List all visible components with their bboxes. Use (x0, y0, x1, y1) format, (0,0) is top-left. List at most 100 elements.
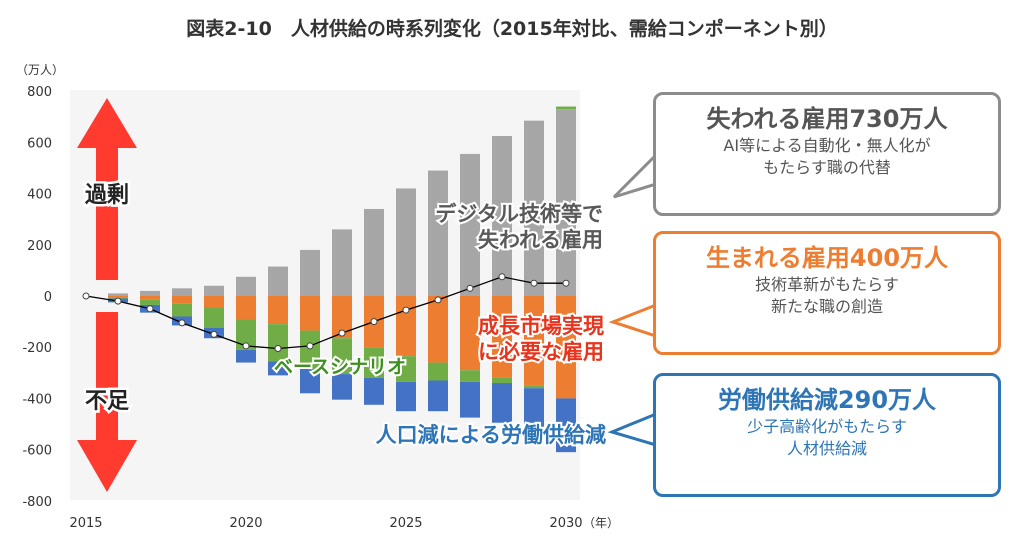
bar-labor-decline (364, 377, 384, 405)
bar-base-scenario (428, 362, 448, 381)
bar-base-scenario (556, 106, 576, 110)
bar-new-jobs (428, 296, 448, 363)
line-point (402, 306, 410, 314)
callout-new-jobs: 生まれる雇用400万人 技術革新がもたらす 新たな職の創造 (653, 231, 1001, 355)
y-tick-label: 200 (27, 239, 52, 254)
bar-base-scenario (140, 299, 160, 305)
y-tick-label: 0 (44, 290, 52, 305)
y-tick-label: 600 (27, 136, 52, 151)
callout-labor-head: 労働供給減290万人 (717, 386, 937, 414)
bar-labor-decline (396, 381, 416, 412)
bar-new-jobs (268, 296, 288, 325)
y-unit: （万人） (16, 63, 64, 77)
bar-lost-jobs (108, 293, 128, 296)
bar-lost-jobs (556, 109, 576, 297)
bar-labor-decline (460, 381, 480, 418)
bar-new-jobs (172, 296, 192, 304)
bar-lost-jobs (524, 120, 544, 296)
bar-lost-jobs (460, 153, 480, 296)
bar-new-jobs (396, 296, 416, 357)
bar-labor-decline (268, 361, 288, 376)
bar-new-jobs (300, 296, 320, 331)
line-point (370, 318, 378, 326)
bar-base-scenario (268, 324, 288, 362)
bar-lost-jobs (204, 285, 224, 296)
bar-lost-jobs (428, 170, 448, 296)
bar-base-scenario (364, 347, 384, 378)
arrow-head-up (77, 98, 137, 148)
callout-labor-line2: 人材供給減 (786, 439, 867, 458)
callout-labor-decline: 労働供給減290万人 少子高齢化がもたらす 人材供給減 (653, 373, 1001, 497)
callout-tail-new (608, 302, 658, 339)
arrow-head-down (77, 440, 137, 492)
x-tick-label: 2025 (389, 516, 422, 531)
line-point (338, 329, 346, 337)
callout-lost-line2: もたらす職の代替 (763, 158, 891, 177)
line-point (114, 297, 122, 305)
shortage-label: 不足 (85, 389, 129, 414)
bar-new-jobs (556, 296, 576, 399)
bar-base-scenario (396, 356, 416, 382)
surplus-label: 過剰 (85, 182, 129, 208)
series-label-new-jobs: 成長市場実現 (478, 314, 604, 338)
bar-base-scenario (332, 338, 352, 375)
line-point (242, 342, 250, 350)
bar-base-scenario (172, 303, 192, 317)
callout-lost-line1: AI等による自動化・無人化が (723, 136, 931, 155)
bar-new-jobs (524, 296, 544, 386)
y-tick-label: 800 (27, 85, 52, 100)
bar-labor-decline (236, 349, 256, 363)
arrow-shaft-down (96, 312, 118, 444)
bar-new-jobs (108, 296, 128, 298)
bar-new-jobs (140, 296, 160, 300)
line-point (274, 344, 282, 352)
bar-labor-decline (300, 368, 320, 394)
line-point (210, 330, 218, 338)
series-label-lost-jobs: 失われる雇用 (478, 228, 603, 252)
line-point (466, 284, 474, 292)
bar-base-scenario (236, 319, 256, 350)
bar-base-scenario (300, 330, 320, 369)
callout-new-head: 生まれる雇用400万人 (705, 244, 949, 272)
line-point (306, 342, 314, 350)
x-tick-label: 2030 (549, 516, 582, 531)
callout-new-line2: 新たな職の創造 (770, 297, 883, 316)
bar-labor-decline (332, 374, 352, 400)
y-tick-label: -400 (22, 392, 52, 407)
bar-new-jobs (204, 296, 224, 308)
x-tick-label: 2015 (69, 516, 102, 531)
series-label-new-jobs: に必要な雇用 (478, 340, 604, 364)
y-tick-label: -800 (22, 495, 52, 510)
bar-new-jobs (460, 296, 480, 371)
bar-new-jobs (332, 296, 352, 339)
line-point (530, 279, 538, 287)
bar-lost-jobs (300, 249, 320, 296)
callout-labor-line1: 少子高齢化がもたらす (747, 417, 907, 436)
bar-lost-jobs (492, 136, 512, 296)
callout-lost-jobs: 失われる雇用730万人 AI等による自動化・無人化が もたらす職の代替 (653, 92, 1001, 216)
callout-tail-lost (612, 151, 658, 199)
bar-base-scenario (492, 377, 512, 384)
line-point (82, 292, 90, 300)
y-tick-label: -600 (22, 444, 52, 459)
y-tick-label: -200 (22, 341, 52, 356)
bar-base-scenario (204, 307, 224, 328)
bar-lost-jobs (364, 208, 384, 296)
line-point (562, 279, 570, 287)
bar-base-scenario (460, 370, 480, 382)
bar-new-jobs (236, 296, 256, 320)
chart-title: 図表2-10 人材供給の時系列変化（2015年対比、需給コンポーネント別） (186, 18, 838, 40)
bar-lost-jobs (172, 288, 192, 296)
y-tick-label: 400 (27, 188, 52, 203)
bar-labor-decline (556, 398, 576, 453)
line-point (498, 273, 506, 281)
bar-lost-jobs (236, 276, 256, 296)
bar-lost-jobs (268, 266, 288, 296)
line-point (146, 305, 154, 313)
callout-new-line1: 技術革新がもたらす (755, 275, 899, 294)
callout-lost-head: 失われる雇用730万人 (706, 105, 948, 133)
line-point (434, 296, 442, 304)
bar-labor-decline (492, 383, 512, 423)
bar-lost-jobs (140, 290, 160, 296)
